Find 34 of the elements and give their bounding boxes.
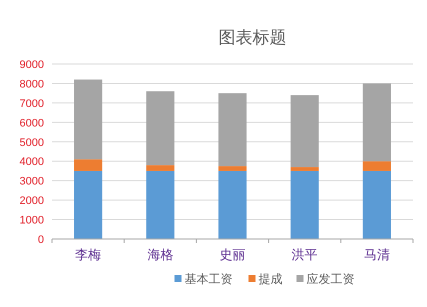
bar [362, 170, 391, 239]
legend-label: 提成 [258, 272, 282, 286]
y-tick-label: 0 [38, 234, 44, 246]
bar [74, 170, 102, 239]
bar [218, 170, 247, 239]
bar [290, 95, 319, 168]
bar [146, 91, 174, 166]
chart-title: 图表标题 [218, 28, 286, 47]
y-tick-label: 2000 [20, 195, 44, 208]
x-tick-label: 洪平 [292, 247, 318, 262]
x-tick-label: 马清 [364, 247, 390, 262]
y-tick-label: 3000 [20, 176, 44, 188]
legend-label: 应发工资 [306, 272, 354, 286]
x-tick-label: 海格 [147, 247, 174, 262]
bar [146, 170, 174, 239]
y-tick-label: 5000 [20, 136, 44, 149]
bar [362, 161, 391, 171]
y-tick-label: 6000 [20, 117, 44, 130]
bar [218, 166, 247, 171]
bar [362, 83, 391, 162]
y-tick-label: 1000 [20, 214, 44, 227]
bar [146, 165, 174, 171]
bar [218, 93, 247, 166]
x-tick-label: 李梅 [75, 247, 102, 262]
bar [290, 167, 319, 171]
y-tick-label: 7000 [20, 98, 44, 110]
bar [74, 80, 102, 160]
y-tick-label: 4000 [20, 156, 44, 168]
y-tick-label: 8000 [20, 78, 44, 90]
x-tick-label: 史丽 [220, 247, 246, 262]
y-tick-label: 9000 [20, 59, 44, 71]
bar [290, 170, 319, 239]
legend-label: 基本工资 [184, 272, 232, 286]
bar [74, 159, 102, 171]
